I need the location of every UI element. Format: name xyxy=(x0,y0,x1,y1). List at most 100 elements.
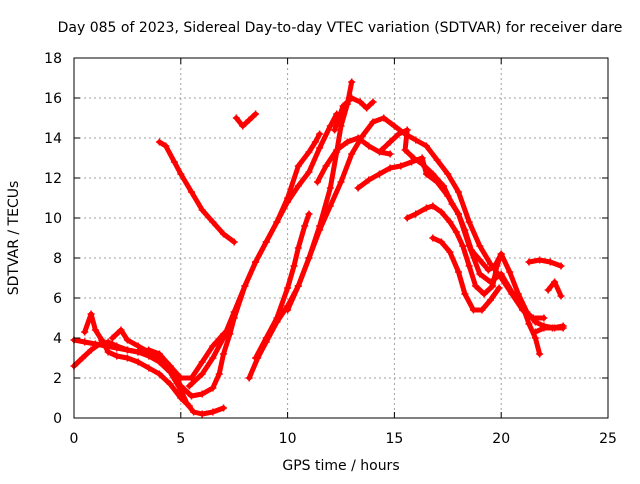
data-point xyxy=(348,94,356,102)
data-point xyxy=(397,162,405,170)
data-point xyxy=(480,290,488,298)
data-point xyxy=(230,238,238,246)
data-point xyxy=(472,282,480,290)
series-line xyxy=(156,139,237,245)
data-point xyxy=(525,258,533,266)
data-point xyxy=(326,202,334,210)
data-point xyxy=(557,262,565,270)
data-point xyxy=(429,202,437,210)
data-point xyxy=(386,150,394,158)
data-point xyxy=(322,162,330,170)
data-point xyxy=(469,306,477,314)
data-point xyxy=(198,390,206,398)
y-tick-label: 18 xyxy=(44,51,62,67)
data-point xyxy=(508,288,516,296)
data-point xyxy=(294,282,302,290)
x-tick-label: 5 xyxy=(176,431,185,447)
data-point xyxy=(401,146,409,154)
data-point xyxy=(467,246,475,254)
data-point xyxy=(375,170,383,178)
data-point xyxy=(316,130,324,138)
data-point xyxy=(422,142,430,150)
data-point xyxy=(87,346,95,354)
data-point xyxy=(536,350,544,358)
data-point xyxy=(252,354,260,362)
y-tick-label: 6 xyxy=(53,291,62,307)
data-point xyxy=(418,160,426,168)
series-sat-c xyxy=(81,310,193,410)
data-point xyxy=(386,164,394,172)
data-point xyxy=(544,286,552,294)
data-point xyxy=(495,284,503,292)
data-point xyxy=(326,184,334,192)
data-point xyxy=(113,352,121,360)
data-point xyxy=(123,336,131,344)
data-point xyxy=(506,268,514,276)
data-point xyxy=(305,148,313,156)
data-point xyxy=(476,270,484,278)
data-point xyxy=(301,222,309,230)
data-point xyxy=(540,314,548,322)
data-point xyxy=(403,126,411,134)
data-point xyxy=(262,238,270,246)
data-point xyxy=(198,370,206,378)
data-point xyxy=(476,256,484,264)
data-point xyxy=(220,334,228,342)
x-tick-label: 20 xyxy=(492,431,510,447)
data-point xyxy=(187,392,195,400)
series-sat-p xyxy=(429,234,503,314)
axis-ticks: 0 5 10 15 20 25 0 2 4 6 8 10 12 14 16 18 xyxy=(44,51,617,447)
data-point xyxy=(134,348,142,356)
data-point xyxy=(525,320,533,328)
series-sat-i xyxy=(252,210,313,362)
data-point xyxy=(523,308,531,316)
series-sat-e xyxy=(155,138,238,246)
data-point xyxy=(412,136,420,144)
data-point xyxy=(198,410,206,418)
data-point xyxy=(245,374,253,382)
series-sat-r xyxy=(544,278,565,300)
data-point xyxy=(305,168,313,176)
series-line xyxy=(532,323,566,335)
data-point xyxy=(187,374,195,382)
x-tick-label: 25 xyxy=(599,431,617,447)
data-point xyxy=(209,408,217,416)
data-point xyxy=(311,138,319,146)
data-point xyxy=(369,118,377,126)
data-point xyxy=(134,358,142,366)
y-tick-label: 14 xyxy=(44,131,62,147)
data-point xyxy=(484,266,492,274)
data-point xyxy=(412,210,420,218)
data-point xyxy=(209,354,217,362)
data-point xyxy=(220,230,228,238)
data-point xyxy=(461,226,469,234)
data-point xyxy=(429,170,437,178)
data-point xyxy=(123,354,131,362)
data-point xyxy=(548,324,556,332)
series-line xyxy=(109,327,226,381)
data-point xyxy=(290,262,298,270)
data-point xyxy=(104,338,112,346)
data-point xyxy=(294,162,302,170)
data-point xyxy=(433,156,441,164)
data-point xyxy=(305,210,313,218)
series-sat-o xyxy=(403,202,505,298)
series-line xyxy=(71,131,323,399)
data-point xyxy=(536,256,544,264)
data-point xyxy=(305,254,313,262)
data-point xyxy=(422,204,430,212)
series-sat-f xyxy=(232,110,260,130)
data-point xyxy=(343,138,351,146)
x-tick-label: 10 xyxy=(279,431,297,447)
data-point xyxy=(395,130,403,138)
data-point xyxy=(190,408,198,416)
data-point xyxy=(245,116,253,124)
data-point xyxy=(497,270,505,278)
data-point xyxy=(209,342,217,350)
data-point xyxy=(461,290,469,298)
data-point xyxy=(378,146,386,154)
series-sat-l xyxy=(331,94,377,134)
data-point xyxy=(177,170,185,178)
data-point xyxy=(487,296,495,304)
